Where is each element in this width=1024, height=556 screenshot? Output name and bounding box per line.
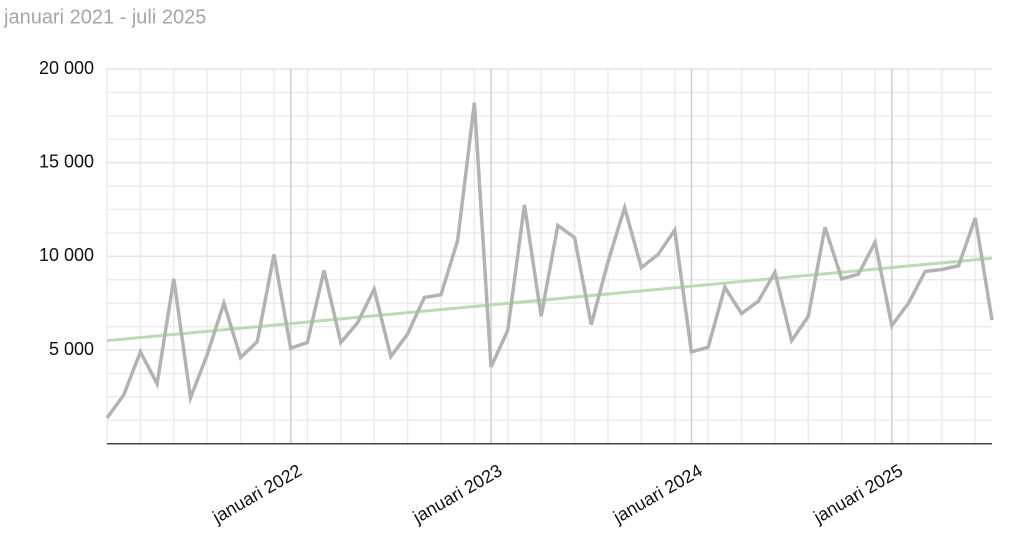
x-tick-label: januari 2022 [208,460,305,527]
y-tick-label: 15 000 [39,151,94,171]
y-tick-label: 20 000 [39,58,94,78]
x-tick-label: januari 2024 [609,460,706,527]
y-tick-label: 5 000 [49,339,94,359]
chart-title: januari 2021 - juli 2025 [3,6,206,28]
x-tick-label: januari 2023 [409,460,506,527]
y-tick-label: 10 000 [39,245,94,265]
trend-line [106,256,993,343]
data-line [105,102,994,420]
x-tick-label: januari 2025 [810,460,907,527]
